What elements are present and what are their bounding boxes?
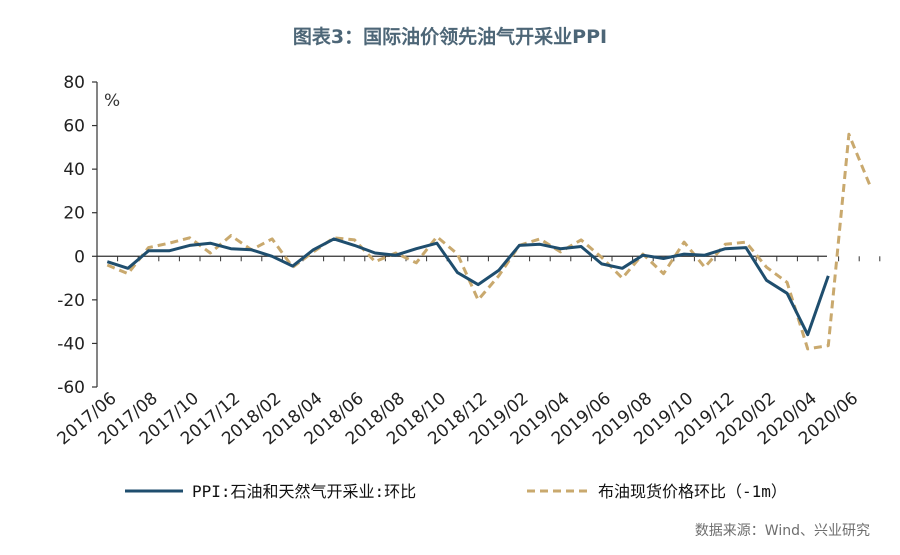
y-tick-label: -60 [57, 378, 85, 398]
y-tick-label: -40 [57, 334, 85, 354]
y-tick-label: 40 [63, 160, 85, 180]
y-tick-label: -20 [57, 291, 85, 311]
chart-title: 图表3：国际油价领先油气开采业PPI [292, 26, 608, 48]
x-axis: 2017/062017/082017/102017/122018/022018/… [54, 255, 881, 449]
ppi-series-line [106, 237, 830, 337]
source-note: 数据来源：Wind、兴业研究 [694, 523, 870, 539]
plot-lines [106, 132, 871, 351]
legend-label: PPI:石油和天然气开采业:环比 [192, 482, 416, 501]
y-axis: 80 60 40 20 0 -20 -40 -60 [57, 73, 98, 398]
y-tick-label: 80 [63, 73, 85, 93]
y-tick-label: 60 [63, 117, 85, 137]
y-tick-label: 20 [63, 204, 85, 224]
y-tick-label: 0 [74, 247, 85, 267]
legend-label: 布油现货价格环比（-1m） [598, 482, 787, 501]
legend: PPI:石油和天然气开采业:环比 布油现货价格环比（-1m） [125, 482, 787, 501]
brent-series-line [106, 132, 871, 351]
y-unit-label: % [104, 91, 120, 111]
